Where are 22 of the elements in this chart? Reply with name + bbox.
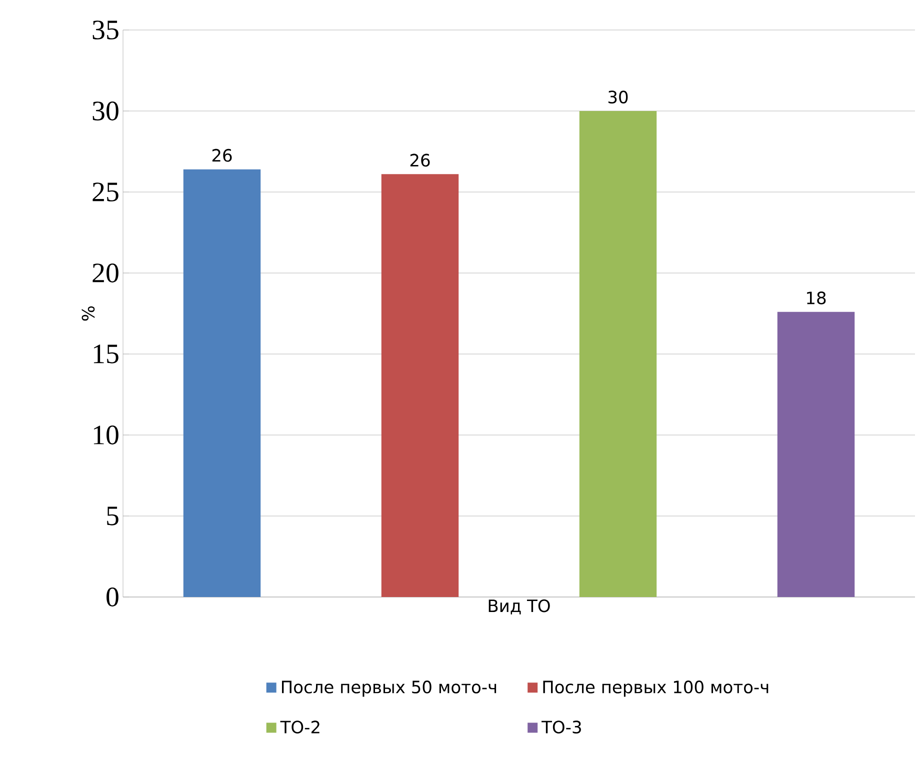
bar <box>777 312 855 598</box>
data-label: 26 <box>410 154 430 167</box>
y-axis-title: % <box>82 306 95 321</box>
bar <box>183 169 261 598</box>
data-label: 26 <box>212 148 232 162</box>
legend-label: После первых 100 мото-ч <box>543 680 768 697</box>
y-tick-label: 15 <box>94 344 118 364</box>
y-tick-label: 0 <box>106 588 118 606</box>
bar <box>381 174 459 598</box>
data-label: 30 <box>608 90 628 104</box>
y-tick-label: 5 <box>107 506 118 526</box>
data-label: 18 <box>807 291 826 304</box>
y-tick-label: 25 <box>92 182 118 202</box>
bar <box>579 110 657 598</box>
legend-label: ТО-2 <box>280 720 320 734</box>
y-tick-label: 35 <box>92 20 118 40</box>
y-tick-label: 10 <box>94 426 118 444</box>
legend-label: ТО-3 <box>542 720 581 734</box>
y-tick-label: 20 <box>92 264 118 282</box>
legend-label: После первых 50 мото-ч <box>282 680 496 697</box>
y-tick-label: 30 <box>92 102 118 120</box>
x-axis-title: Вид ТО <box>488 599 550 614</box>
